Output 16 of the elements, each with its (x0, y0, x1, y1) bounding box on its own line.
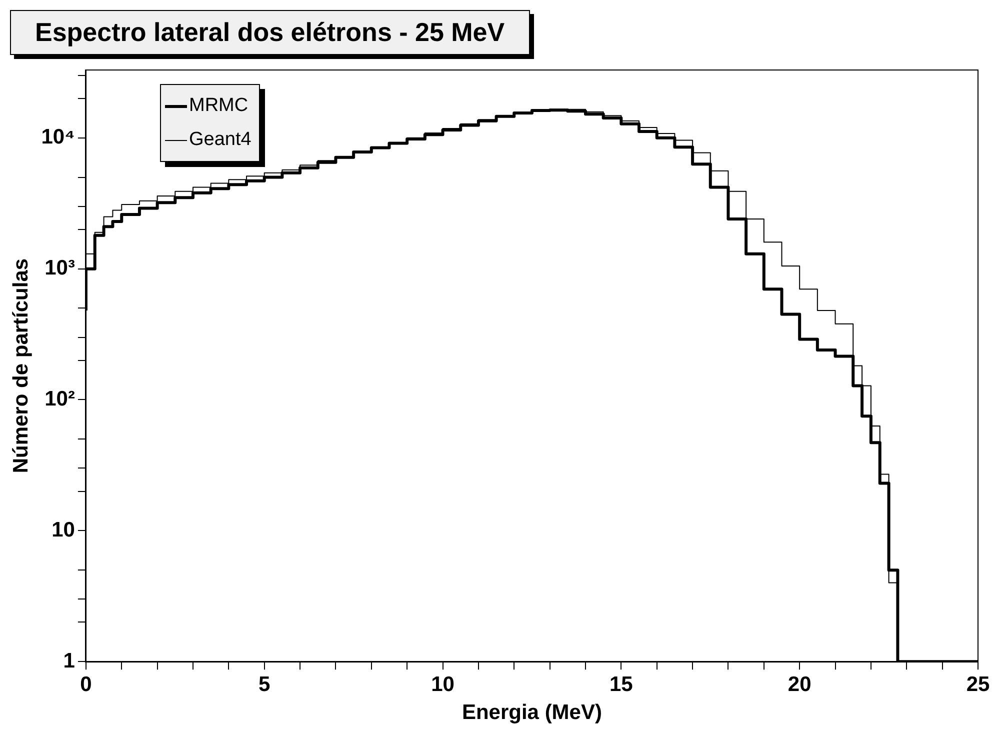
legend-label: Geant4 (189, 129, 252, 151)
x-tick-label: 25 (966, 672, 990, 696)
x-tick-label: 20 (788, 672, 812, 696)
x-tick-label: 15 (610, 672, 634, 696)
y-tick-label: 1 (63, 649, 76, 672)
legend-label: MRMC (189, 95, 248, 117)
y-axis-title: Número de partículas (9, 258, 32, 474)
x-tick-label: 0 (80, 672, 92, 696)
y-tick-label: 10 (52, 518, 75, 542)
y-tick-label: 10² (44, 388, 75, 411)
y-tick-label: 10⁴ (41, 126, 75, 149)
y-tick-label: 10³ (44, 256, 75, 280)
x-axis-title: Energia (MeV) (462, 701, 602, 724)
chart-title: Espectro lateral dos elétrons - 25 MeV (10, 10, 530, 55)
x-tick-label: 5 (258, 672, 271, 696)
x-tick-label: 10 (431, 672, 454, 696)
